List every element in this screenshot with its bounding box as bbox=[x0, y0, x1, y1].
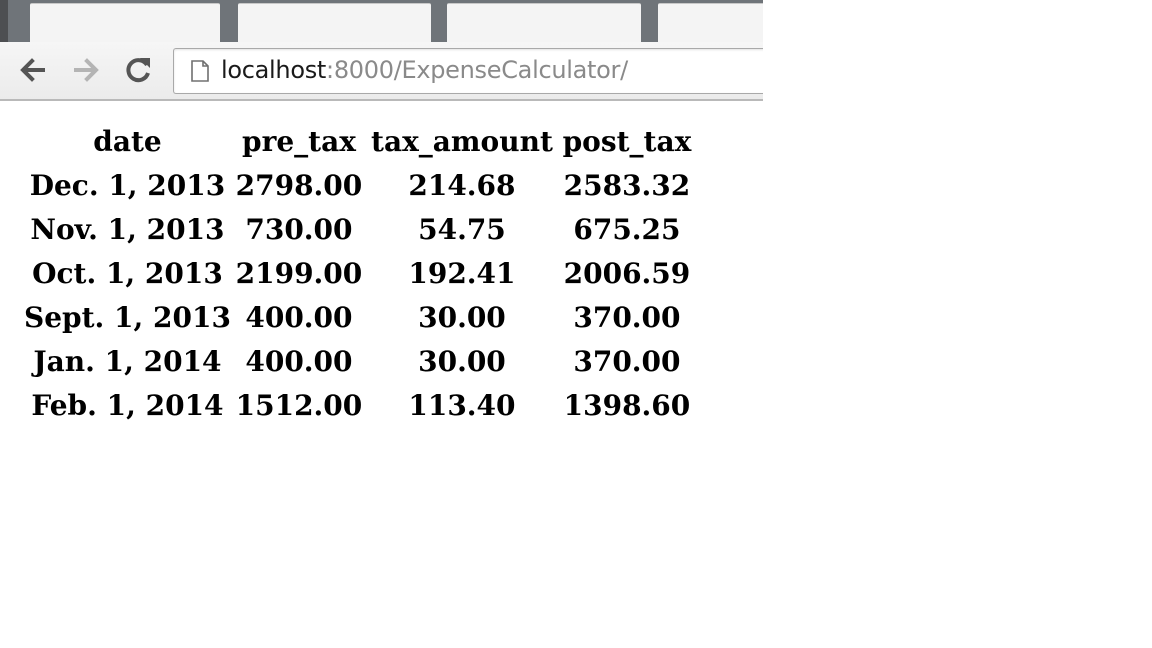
cell-date: Feb. 1, 2014 bbox=[31, 389, 224, 422]
table-row: Jan. 1, 2014 400.00 30.00 370.00 bbox=[24, 342, 693, 382]
browser-tab[interactable] bbox=[658, 3, 763, 43]
page-icon bbox=[190, 60, 210, 82]
cell-tax-amount: 30.00 bbox=[418, 345, 506, 378]
browser-tab[interactable] bbox=[447, 3, 641, 43]
reload-button[interactable] bbox=[120, 52, 156, 88]
cell-date: Nov. 1, 2013 bbox=[30, 213, 225, 246]
header-pre-tax: pre_tax bbox=[241, 125, 356, 158]
tab-strip bbox=[0, 0, 763, 43]
browser-tab[interactable] bbox=[30, 3, 220, 43]
cell-post-tax: 370.00 bbox=[573, 301, 681, 334]
header-post-tax: post_tax bbox=[562, 125, 692, 158]
cell-date: Sept. 1, 2013 bbox=[24, 301, 231, 334]
cell-pre-tax: 730.00 bbox=[245, 213, 353, 246]
header-tax-amount: tax_amount bbox=[371, 125, 553, 158]
forward-button[interactable] bbox=[68, 52, 104, 88]
url-path: :8000/ExpenseCalculator/ bbox=[326, 56, 628, 84]
table-row: Oct. 1, 2013 2199.00 192.41 2006.59 bbox=[24, 254, 693, 294]
table-row: Sept. 1, 2013 400.00 30.00 370.00 bbox=[24, 298, 693, 338]
cell-pre-tax: 400.00 bbox=[245, 301, 353, 334]
cell-post-tax: 675.25 bbox=[573, 213, 681, 246]
table-row: Dec. 1, 2013 2798.00 214.68 2583.32 bbox=[24, 166, 693, 206]
cell-post-tax: 2006.59 bbox=[563, 257, 691, 290]
expense-table: date pre_tax tax_amount post_tax Dec. 1,… bbox=[20, 118, 697, 430]
cell-pre-tax: 400.00 bbox=[245, 345, 353, 378]
cell-pre-tax: 1512.00 bbox=[235, 389, 363, 422]
back-button[interactable] bbox=[15, 52, 51, 88]
page-content: date pre_tax tax_amount post_tax Dec. 1,… bbox=[20, 118, 697, 430]
cell-tax-amount: 54.75 bbox=[418, 213, 506, 246]
address-url[interactable]: localhost:8000/ExpenseCalculator/ bbox=[221, 55, 628, 85]
browser-tab[interactable] bbox=[238, 3, 431, 43]
reload-icon bbox=[120, 52, 156, 88]
forward-arrow-icon bbox=[68, 52, 104, 88]
table-row: Feb. 1, 2014 1512.00 113.40 1398.60 bbox=[24, 386, 693, 426]
tab-strip-edge bbox=[0, 0, 8, 42]
browser-toolbar: localhost:8000/ExpenseCalculator/ bbox=[0, 42, 763, 101]
cell-pre-tax: 2199.00 bbox=[235, 257, 363, 290]
cell-post-tax: 1398.60 bbox=[563, 389, 691, 422]
cell-post-tax: 370.00 bbox=[573, 345, 681, 378]
cell-tax-amount: 192.41 bbox=[408, 257, 516, 290]
cell-tax-amount: 30.00 bbox=[418, 301, 506, 334]
header-date: date bbox=[93, 125, 162, 158]
cell-pre-tax: 2798.00 bbox=[235, 169, 363, 202]
cell-tax-amount: 214.68 bbox=[408, 169, 516, 202]
url-host: localhost bbox=[221, 56, 327, 84]
cell-date: Oct. 1, 2013 bbox=[32, 257, 223, 290]
cell-post-tax: 2583.32 bbox=[563, 169, 691, 202]
back-arrow-icon bbox=[15, 52, 51, 88]
cell-tax-amount: 113.40 bbox=[408, 389, 516, 422]
table-row: Nov. 1, 2013 730.00 54.75 675.25 bbox=[24, 210, 693, 250]
cell-date: Dec. 1, 2013 bbox=[29, 169, 226, 202]
cell-date: Jan. 1, 2014 bbox=[33, 345, 222, 378]
address-bar[interactable]: localhost:8000/ExpenseCalculator/ bbox=[173, 48, 763, 94]
table-header-row: date pre_tax tax_amount post_tax bbox=[24, 122, 693, 162]
browser-chrome: localhost:8000/ExpenseCalculator/ bbox=[0, 0, 763, 101]
